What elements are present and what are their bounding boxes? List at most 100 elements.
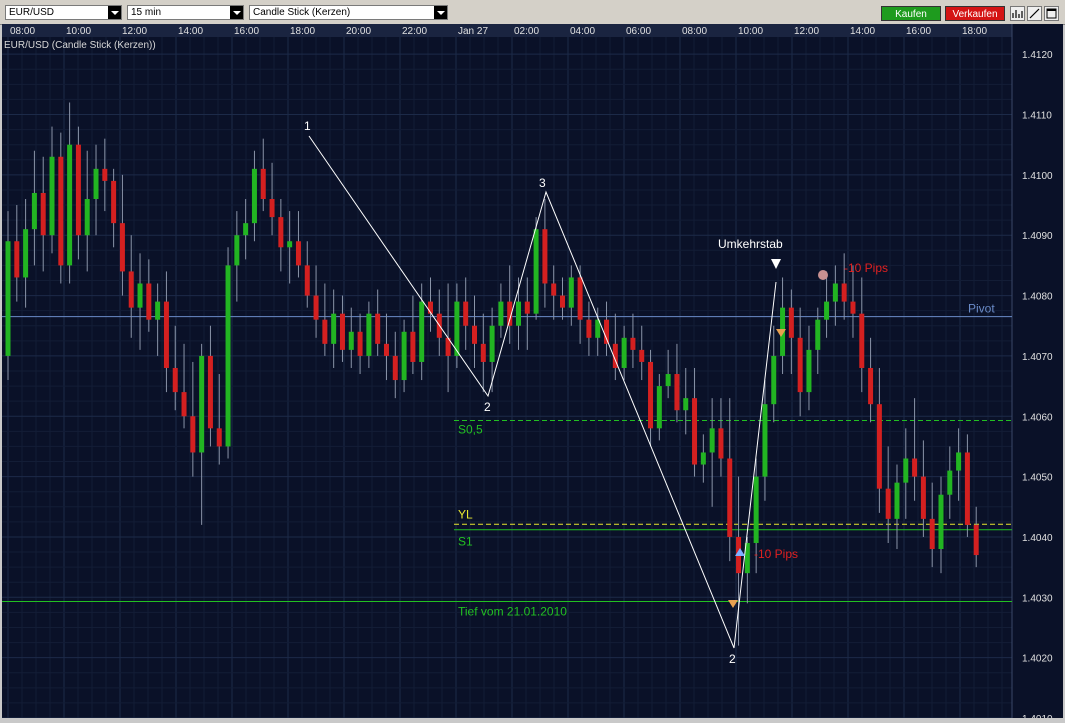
candle-down xyxy=(612,343,618,368)
candle-down xyxy=(560,295,566,308)
candle-up xyxy=(568,277,574,308)
candle-up xyxy=(348,331,354,350)
time-axis-bar xyxy=(2,24,1063,37)
candle-up xyxy=(806,349,812,393)
candle-down xyxy=(410,331,416,362)
level-lines: Pivot S0,5 YL S1 Tief vom 21.01.2010 xyxy=(2,302,1012,619)
chart-type-select[interactable]: Candle Stick (Kerzen) xyxy=(249,5,448,20)
candle-down xyxy=(111,180,117,224)
candle-down xyxy=(859,313,865,368)
price-tick-label: 1.4020 xyxy=(1022,654,1053,665)
candle-down xyxy=(912,458,918,477)
line-draw-icon[interactable] xyxy=(1027,6,1042,21)
candle-up xyxy=(67,144,73,266)
time-tick-label: 22:00 xyxy=(402,26,427,37)
candle-up xyxy=(401,331,407,381)
candle-down xyxy=(102,168,108,181)
price-tick-label: 1.4100 xyxy=(1022,171,1053,182)
time-tick-label: 18:00 xyxy=(962,26,987,37)
entry-arrow-up-icon xyxy=(735,548,745,556)
candle-up xyxy=(155,301,161,320)
candle-down xyxy=(172,367,178,393)
candle-up xyxy=(665,374,671,387)
buy-button[interactable]: Kaufen xyxy=(881,6,941,21)
price-tick-label: 1.4060 xyxy=(1022,412,1053,423)
candle-up xyxy=(287,241,293,248)
sell-button[interactable]: Verkaufen xyxy=(945,6,1005,21)
chevron-down-icon[interactable] xyxy=(230,6,243,19)
time-tick-label: 08:00 xyxy=(10,26,35,37)
candle-down xyxy=(163,301,169,368)
level-label: S1 xyxy=(458,535,473,549)
price-tick-label: 1.4050 xyxy=(1022,473,1053,484)
chart-area[interactable]: 08:00 10:00 12:00 14:00 16:00 18:00 20:00 22:00… xyxy=(2,24,1063,723)
time-tick-label: 16:00 xyxy=(234,26,259,37)
candle-down xyxy=(507,301,513,326)
level-label: Tief vom 21.01.2010 xyxy=(458,605,567,619)
candle-down xyxy=(119,223,125,272)
price-tick-label: 1.4080 xyxy=(1022,292,1053,303)
price-axis: 1.4120 1.4110 1.4100 1.4090 1.4080 1.4070 1.40… xyxy=(1011,24,1063,723)
candle-up xyxy=(771,355,777,405)
candle-down xyxy=(269,199,275,218)
window-icon[interactable] xyxy=(1044,6,1059,21)
time-tick-label: Jan 27 xyxy=(458,26,488,37)
price-tick-label: 1.4090 xyxy=(1022,231,1053,242)
candle-down xyxy=(392,355,398,381)
symbol-select[interactable]: EUR/USD xyxy=(5,5,122,20)
candle-down xyxy=(604,319,610,344)
price-tick-label: 1.4010 xyxy=(1022,714,1053,718)
candle-down xyxy=(207,355,213,429)
candle-up xyxy=(23,229,29,278)
candle-down xyxy=(304,265,310,296)
level-label: YL xyxy=(458,507,473,521)
candle-down xyxy=(868,367,874,405)
candle-down xyxy=(973,524,979,556)
candle-up xyxy=(31,192,37,230)
candle-down xyxy=(542,229,548,284)
candle-down xyxy=(181,392,187,417)
time-tick-label: 14:00 xyxy=(178,26,203,37)
candle-up xyxy=(621,337,627,368)
entry-arrow-icon xyxy=(776,329,786,337)
candle-up xyxy=(49,156,55,236)
interval-select[interactable]: 15 min xyxy=(127,5,244,20)
candle-up xyxy=(199,355,205,453)
candle-down xyxy=(718,428,724,459)
candle-down xyxy=(190,416,196,453)
candle-down xyxy=(146,283,152,320)
candle-down xyxy=(40,192,46,236)
wave-label-2b: 2 xyxy=(729,652,736,666)
candle-up xyxy=(419,301,425,362)
candle-up xyxy=(903,458,909,483)
time-tick-label: 14:00 xyxy=(850,26,875,37)
candle-up xyxy=(251,168,257,224)
stop-top-label: -10 Pips xyxy=(844,261,888,275)
candle-up xyxy=(595,319,601,338)
time-tick-label: 12:00 xyxy=(794,26,819,37)
time-tick-label: 16:00 xyxy=(906,26,931,37)
candle-up xyxy=(331,313,337,344)
wave-line xyxy=(308,135,777,649)
time-tick-label: 18:00 xyxy=(290,26,315,37)
chart-legend: EUR/USD (Candle Stick (Kerzen)) xyxy=(4,40,156,51)
candle-down xyxy=(383,343,389,356)
chevron-down-icon[interactable] xyxy=(108,6,121,19)
candle-up xyxy=(894,482,900,519)
candle-down xyxy=(797,337,803,393)
time-tick-label: 04:00 xyxy=(570,26,595,37)
candle-down xyxy=(445,337,451,356)
candle-up xyxy=(533,229,539,314)
candle-down xyxy=(295,241,301,266)
time-tick-label: 20:00 xyxy=(346,26,371,37)
candle-up xyxy=(947,470,953,495)
candlestick-chart[interactable]: 08:00 10:00 12:00 14:00 16:00 18:00 20:00 22:00… xyxy=(2,24,1063,723)
chevron-down-icon[interactable] xyxy=(434,6,447,19)
bar-chart-icon[interactable] xyxy=(1010,6,1025,21)
candle-up xyxy=(744,542,750,574)
candle-up xyxy=(709,428,715,453)
candle-down xyxy=(480,343,486,362)
candle-down xyxy=(128,271,134,308)
time-tick-label: 08:00 xyxy=(682,26,707,37)
candle-up xyxy=(366,313,372,356)
